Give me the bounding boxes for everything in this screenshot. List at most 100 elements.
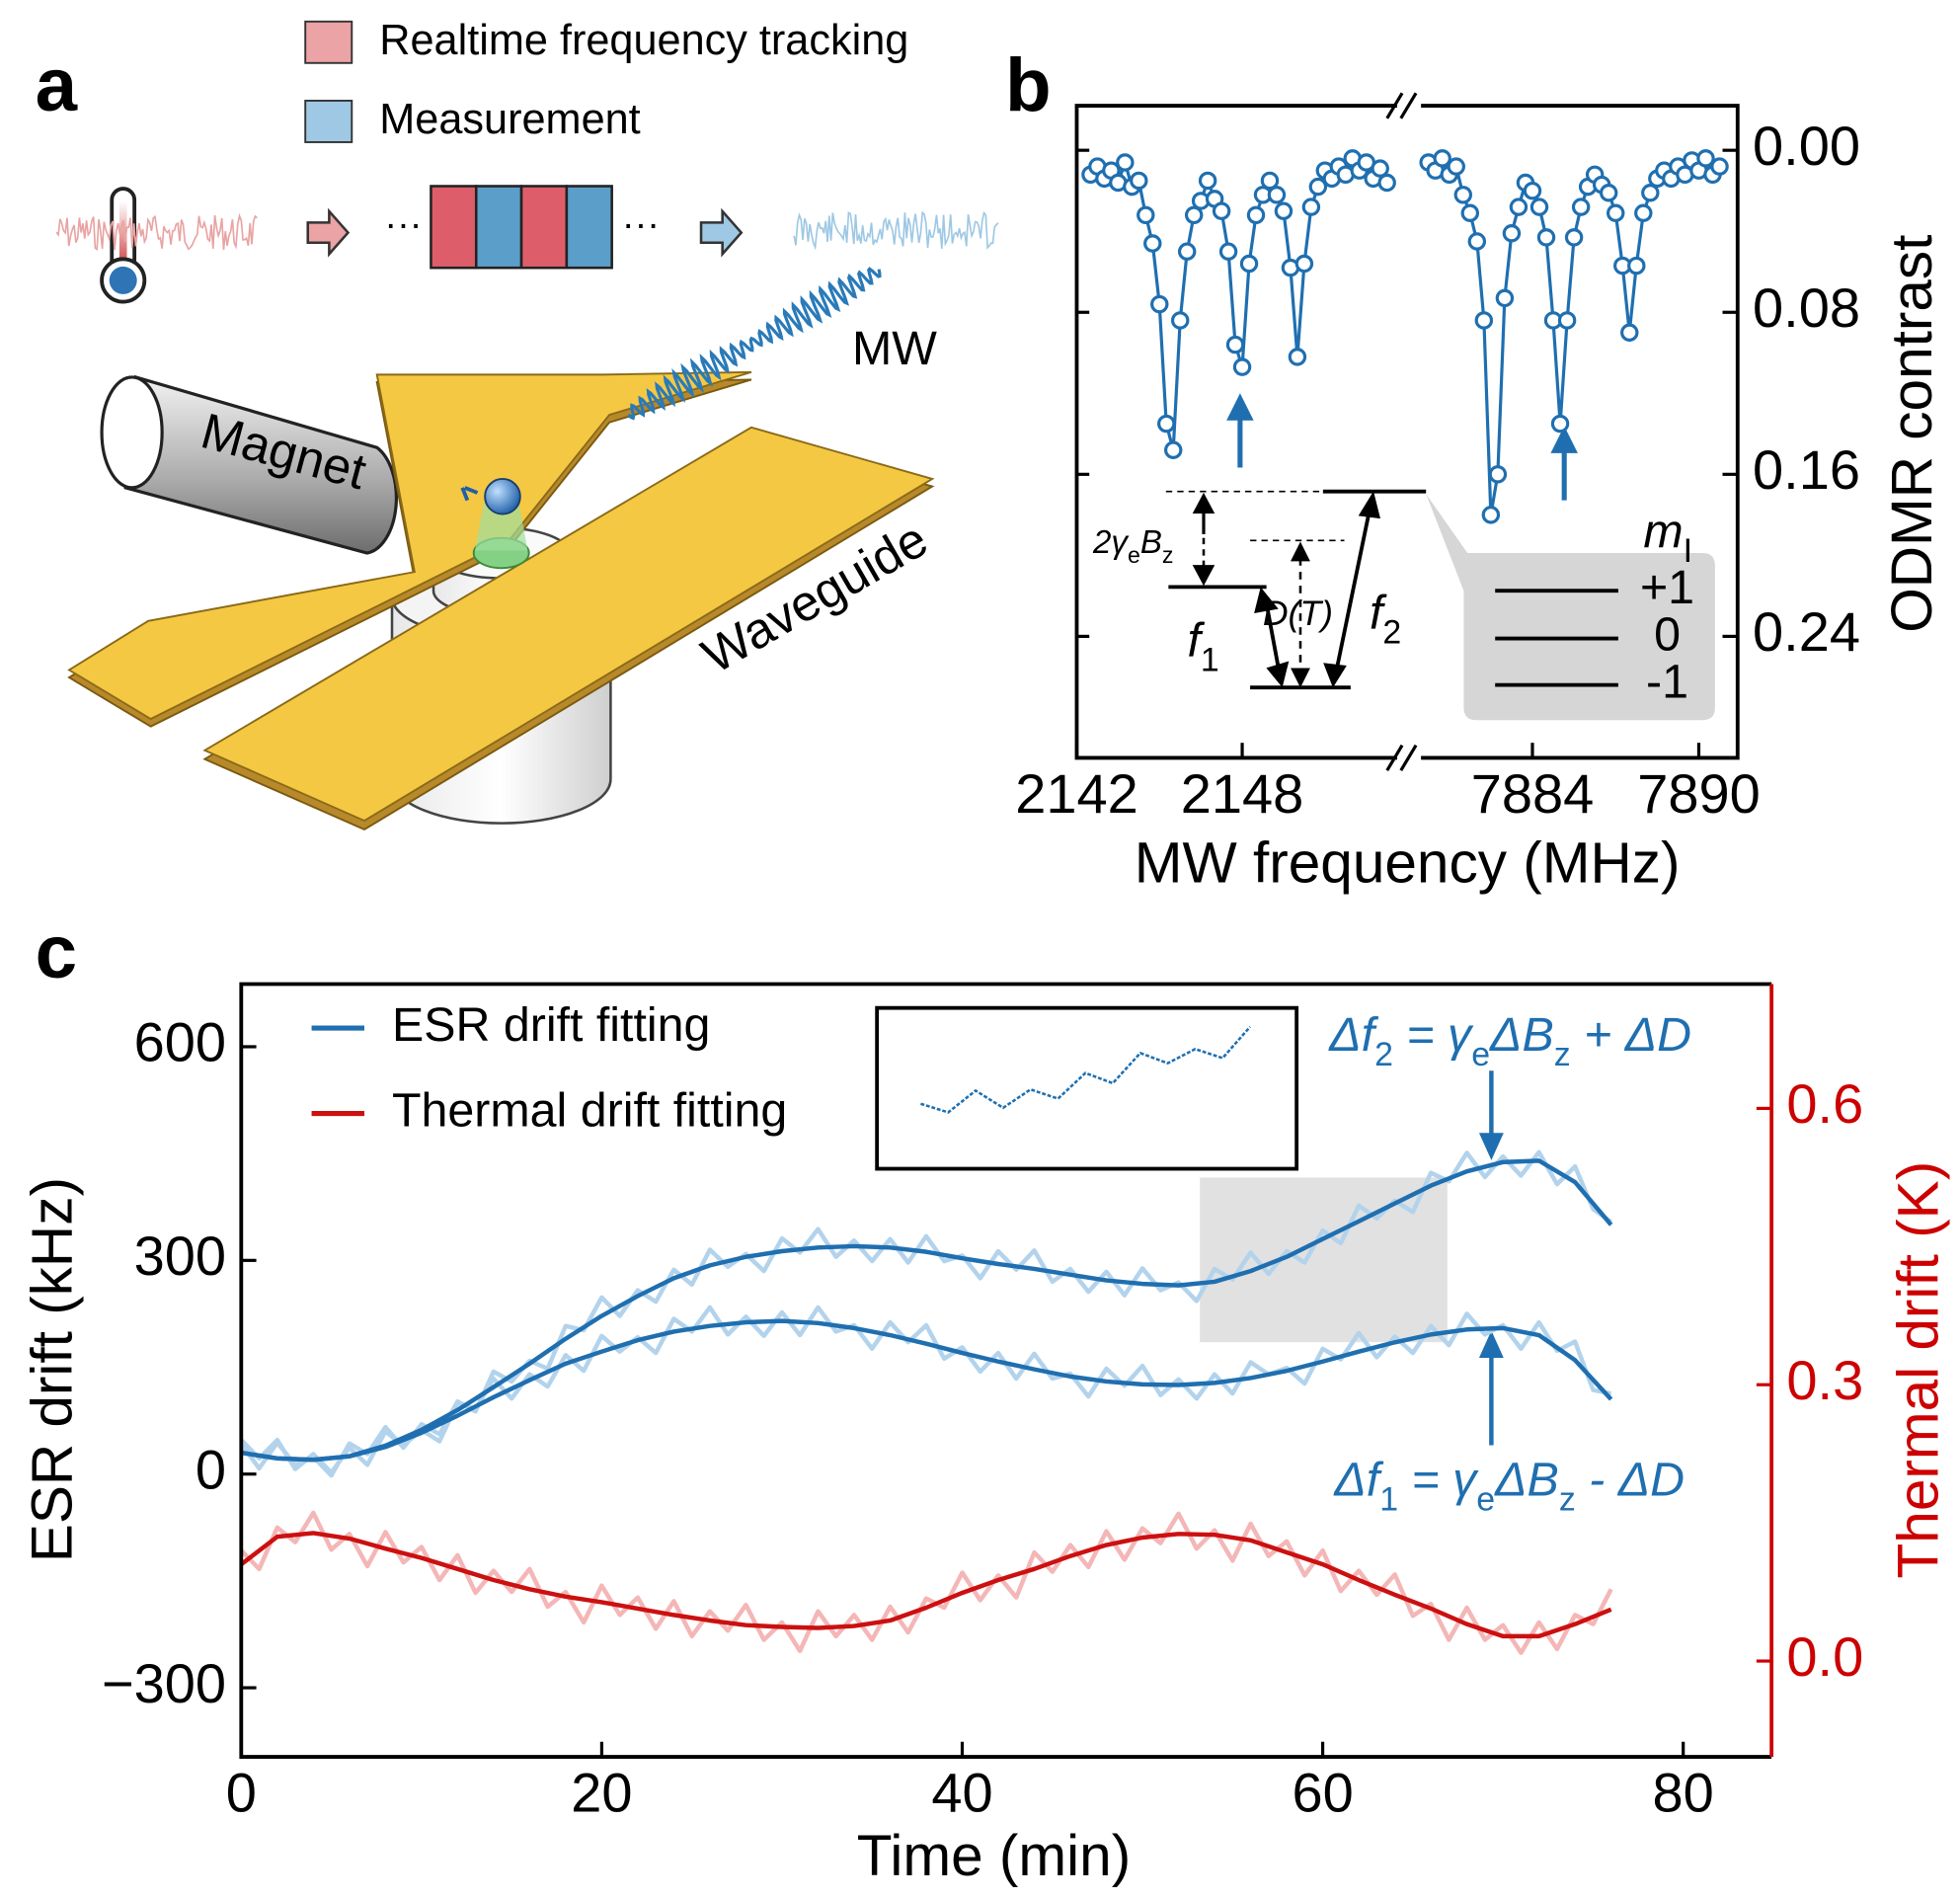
panel-label: c [36, 910, 77, 994]
laser-beam [474, 503, 528, 551]
ellipsis: ··· [384, 202, 422, 245]
data-point [1150, 294, 1169, 314]
flow-arrow [306, 207, 351, 258]
mw-label: MW [852, 322, 937, 375]
x-tick-label: 0 [226, 1762, 257, 1824]
data-point [1294, 254, 1314, 274]
axis-break [1385, 92, 1418, 771]
data-point [1467, 232, 1487, 251]
data-point [1564, 228, 1584, 247]
x-tick-label: 7884 [1471, 762, 1595, 825]
noise-trace [55, 212, 258, 251]
label-part: - ΔD [1576, 1453, 1685, 1506]
label-part: 1 [1201, 642, 1219, 679]
flow-arrow [699, 207, 744, 258]
data-point [1536, 228, 1556, 247]
label-part: Δf [1333, 1453, 1383, 1506]
y-axis-label: ODMR contrast [1880, 235, 1944, 633]
data-line [239, 1531, 1612, 1639]
data-point [1599, 184, 1618, 202]
data-line [239, 1510, 1613, 1655]
data-point [1212, 201, 1231, 220]
x-tick-label: 60 [1292, 1762, 1353, 1824]
y-tick-label: −300 [102, 1652, 226, 1714]
data-point [1627, 256, 1646, 276]
rich-label: mI [1643, 505, 1692, 570]
data-point [1433, 149, 1451, 168]
rich-label: f2 [1370, 586, 1401, 651]
y-tick-label: 0 [196, 1438, 226, 1500]
annotation-arrow [1478, 1070, 1504, 1446]
data-point [1509, 198, 1529, 216]
mw-wave [627, 267, 882, 421]
dip-arrow [1226, 393, 1578, 501]
data-point [1488, 465, 1508, 484]
x-tick-label: 80 [1653, 1762, 1714, 1824]
label-part: 2γ [1092, 524, 1130, 561]
data-point [1137, 205, 1155, 225]
x-tick-label: 40 [931, 1762, 992, 1824]
legend-text: Measurement [379, 96, 640, 143]
legend-text: Thermal drift fitting [392, 1083, 787, 1137]
data-point [1634, 203, 1653, 222]
data-point [1557, 311, 1577, 330]
axis-frame [239, 982, 1772, 1759]
data-point [1301, 198, 1321, 216]
data-point [1447, 157, 1465, 176]
label-part: e [1128, 542, 1140, 568]
y-tick-label: 0.08 [1753, 277, 1860, 339]
data-point [1232, 357, 1252, 376]
label-part: z [1559, 1481, 1576, 1519]
y-axis-label: ESR drift (kHz) [21, 1177, 85, 1562]
sublevel-label: +1 [1640, 561, 1694, 614]
data-point [1218, 242, 1238, 261]
data-point [1260, 171, 1280, 191]
inset-frame [875, 1005, 1299, 1171]
data-point [1184, 205, 1204, 225]
legend-text: ESR drift fitting [392, 998, 710, 1052]
rich-label: Δf2 = γeΔBz + ΔD [1328, 1008, 1691, 1073]
level-diagram [1165, 489, 1427, 690]
data-point [1710, 157, 1729, 176]
x-tick-label: 2142 [1015, 762, 1138, 825]
label-part: e [1471, 1036, 1490, 1073]
data-point [1453, 186, 1472, 204]
data-point [1523, 181, 1542, 200]
data-point [1308, 177, 1328, 197]
data-point [1170, 311, 1190, 330]
panel-label: a [36, 43, 78, 127]
y-tick-label: 300 [134, 1225, 226, 1287]
data-point [1177, 242, 1197, 261]
data-point [1571, 198, 1591, 216]
y-tick-label: 0.16 [1753, 438, 1860, 501]
data-line [240, 1318, 1613, 1463]
data-point [1288, 348, 1307, 366]
data-point [1502, 224, 1522, 243]
level-callout [1426, 494, 1715, 721]
noise-trace [793, 210, 999, 251]
y2-axis-label: Thermal drift (K) [1886, 1161, 1950, 1579]
rich-label: 2γeBz [1092, 524, 1173, 568]
legend-swatch [304, 100, 353, 143]
data-line [240, 1158, 1613, 1463]
label-part: 1 [1379, 1481, 1398, 1519]
sublevel-label: -1 [1646, 655, 1688, 708]
rich-label: Δf1 = γeΔBz - ΔD [1333, 1453, 1685, 1518]
spin-arrow [460, 486, 479, 502]
x-axis-label: MW frequency (MHz) [1135, 831, 1681, 896]
sublevels [1495, 589, 1618, 687]
data-point [1116, 153, 1135, 172]
data-point [1239, 254, 1259, 274]
data-point [1267, 186, 1287, 204]
label-part: 2 [1382, 614, 1401, 652]
label-part: Δf [1328, 1008, 1378, 1062]
x-tick-label: 7890 [1637, 762, 1761, 825]
data-point [1641, 184, 1660, 202]
data-point [1529, 198, 1549, 216]
x-tick-label: 2148 [1181, 762, 1304, 825]
label-part: ΔB [1494, 1453, 1559, 1506]
y-tick-label: 0.00 [1753, 115, 1860, 177]
data-point [1274, 201, 1294, 220]
